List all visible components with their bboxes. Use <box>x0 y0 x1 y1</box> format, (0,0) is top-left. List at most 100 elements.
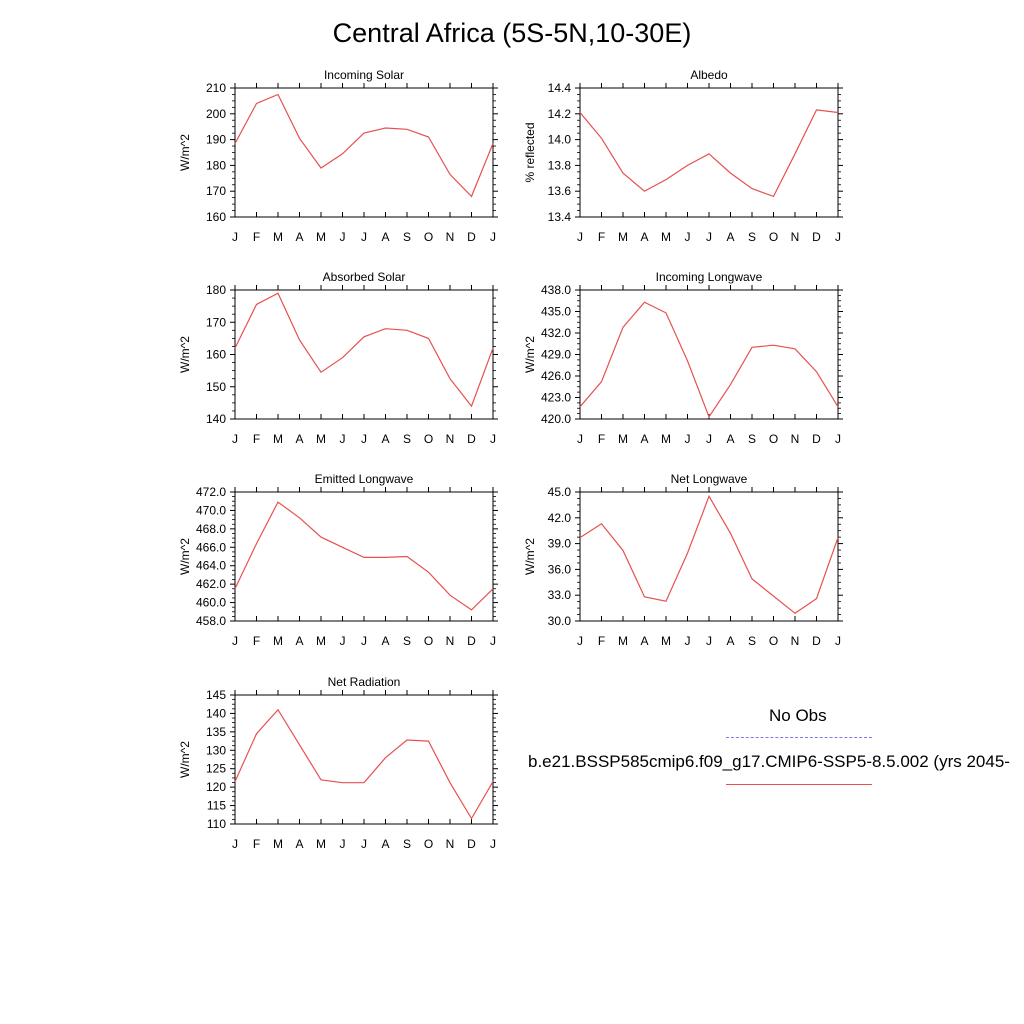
x-tick-label: J <box>232 837 238 851</box>
x-tick-label: J <box>340 230 346 244</box>
x-tick-label: J <box>685 432 691 446</box>
legend-obs-label: No Obs <box>769 706 827 725</box>
chart-title: Incoming Longwave <box>656 270 763 284</box>
x-tick-label: M <box>273 432 283 446</box>
x-tick-label: A <box>381 634 389 648</box>
chart-title: Absorbed Solar <box>323 270 406 284</box>
x-tick-label: N <box>791 432 800 446</box>
y-tick-label: 150 <box>206 380 226 394</box>
y-tick-label: 210 <box>206 81 226 95</box>
x-tick-label: J <box>340 634 346 648</box>
y-axis-label: W/m^2 <box>178 336 192 373</box>
x-tick-label: J <box>490 837 496 851</box>
x-tick-label: M <box>618 432 628 446</box>
x-tick-label: D <box>467 634 476 648</box>
x-tick-label: F <box>598 230 605 244</box>
y-tick-label: 115 <box>207 799 226 813</box>
series-line <box>579 494 839 615</box>
chart-title: Albedo <box>690 68 728 82</box>
x-tick-label: M <box>618 230 628 244</box>
x-tick-label: M <box>661 230 671 244</box>
y-tick-label: 36.0 <box>548 562 572 576</box>
x-tick-label: A <box>640 634 648 648</box>
y-tick-label: 160 <box>206 348 226 362</box>
x-tick-label: A <box>295 837 303 851</box>
x-tick-label: D <box>467 432 476 446</box>
x-tick-label: N <box>791 230 800 244</box>
x-tick-label: S <box>403 634 411 648</box>
x-tick-label: F <box>598 432 605 446</box>
x-tick-label: J <box>232 432 238 446</box>
chart-title: Incoming Solar <box>324 68 404 82</box>
x-tick-label: M <box>618 634 628 648</box>
chart-title: Net Longwave <box>671 472 748 486</box>
y-tick-label: 140 <box>206 706 226 720</box>
series-line <box>579 109 839 198</box>
y-axis-label: W/m^2 <box>178 741 192 778</box>
series-line <box>234 292 494 408</box>
x-tick-label: D <box>812 634 821 648</box>
y-tick-label: 160 <box>206 210 226 224</box>
x-tick-label: D <box>812 432 821 446</box>
x-tick-label: M <box>273 634 283 648</box>
x-tick-label: M <box>661 432 671 446</box>
x-tick-label: J <box>706 230 712 244</box>
x-tick-label: O <box>424 634 433 648</box>
legend-model-line <box>726 784 872 785</box>
x-tick-label: F <box>253 230 260 244</box>
x-tick-label: A <box>640 230 648 244</box>
y-tick-label: 42.0 <box>548 511 572 525</box>
x-tick-label: J <box>361 230 367 244</box>
series-line <box>234 93 494 198</box>
x-tick-label: O <box>769 230 778 244</box>
x-tick-label: J <box>361 432 367 446</box>
y-tick-label: 458.0 <box>196 614 226 628</box>
y-axis-label: W/m^2 <box>523 336 537 373</box>
legend-model-label: b.e21.BSSP585cmip6.f09_g17.CMIP6-SSP5-8.… <box>528 752 1010 771</box>
x-tick-label: A <box>381 837 389 851</box>
x-tick-label: F <box>253 432 260 446</box>
plot-frame <box>234 87 494 218</box>
x-tick-label: M <box>273 230 283 244</box>
x-tick-label: O <box>769 432 778 446</box>
y-tick-label: 468.0 <box>196 522 226 536</box>
y-tick-label: 200 <box>206 107 226 121</box>
x-tick-label: J <box>577 432 583 446</box>
y-tick-label: 472.0 <box>196 485 226 499</box>
x-tick-label: J <box>577 230 583 244</box>
x-tick-label: M <box>316 837 326 851</box>
y-axis-label: W/m^2 <box>523 538 537 575</box>
x-tick-label: A <box>726 634 734 648</box>
y-tick-label: 420.0 <box>541 412 571 426</box>
y-tick-label: 14.2 <box>548 107 572 121</box>
y-tick-label: 13.8 <box>548 158 572 172</box>
y-tick-label: 170 <box>206 315 226 329</box>
x-tick-label: O <box>424 837 433 851</box>
chart-title: Emitted Longwave <box>315 472 414 486</box>
y-tick-label: 110 <box>207 817 226 831</box>
y-tick-label: 180 <box>206 283 226 297</box>
y-tick-label: 135 <box>206 725 226 739</box>
series-line <box>579 301 839 419</box>
x-tick-label: A <box>295 634 303 648</box>
y-tick-label: 130 <box>206 743 226 757</box>
y-tick-label: 30.0 <box>548 614 572 628</box>
x-tick-label: J <box>577 634 583 648</box>
x-tick-label: M <box>316 230 326 244</box>
x-tick-label: S <box>403 230 411 244</box>
x-tick-label: F <box>253 634 260 648</box>
y-tick-label: 13.6 <box>548 184 572 198</box>
series-line <box>234 708 494 820</box>
y-axis-label: W/m^2 <box>178 134 192 171</box>
series-line <box>234 501 494 611</box>
plot-frame <box>579 87 839 218</box>
x-tick-label: S <box>403 432 411 446</box>
y-axis-label: % reflected <box>523 122 537 182</box>
x-tick-label: A <box>295 230 303 244</box>
x-tick-label: J <box>490 432 496 446</box>
x-tick-label: J <box>361 837 367 851</box>
x-tick-label: O <box>424 432 433 446</box>
